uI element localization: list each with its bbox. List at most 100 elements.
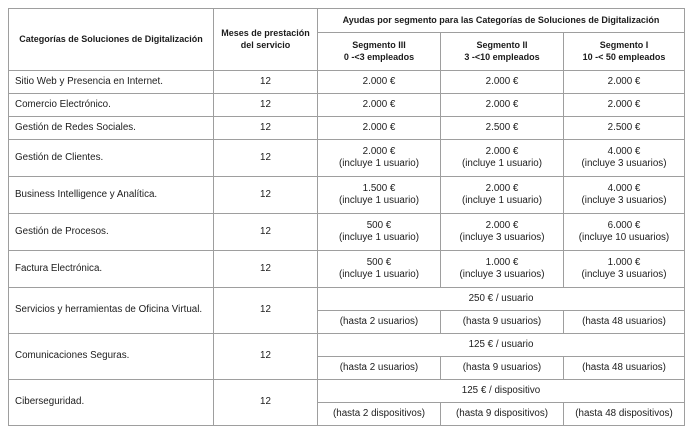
category-cell: Gestión de Clientes. xyxy=(8,139,214,177)
aid-cell: 2.000 € (incluye 1 usuario) xyxy=(440,176,564,214)
header-category: Categorías de Soluciones de Digitalizaci… xyxy=(8,8,214,71)
table-row: Ciberseguridad. 12 125 € / dispositivo xyxy=(8,379,685,426)
table-row: Sitio Web y Presencia en Internet. 12 2.… xyxy=(8,70,685,94)
category-cell: Business Intelligence y Analítica. xyxy=(8,176,214,214)
aid-cell: 6.000 € (incluye 10 usuarios) xyxy=(563,213,685,251)
aid-cell: 500 € (incluye 1 usuario) xyxy=(317,213,441,251)
aid-limit-cell: (hasta 9 dispositivos) xyxy=(440,402,564,426)
segment-name: Segmento I xyxy=(599,40,649,51)
aid-amount: 4.000 € xyxy=(607,182,641,194)
header-row-group: Categorías de Soluciones de Digitalizaci… xyxy=(8,8,685,71)
header-row-segments: Segmento III 0 -<3 empleados Segmento II… xyxy=(9,32,685,71)
aid-amount: 2.000 € xyxy=(485,219,519,231)
table-row: Comunicaciones Seguras. 12 125 € / usuar… xyxy=(8,333,685,380)
aid-cell: 2.000 € (incluye 1 usuario) xyxy=(440,139,564,177)
aid-cell: 500 € (incluye 1 usuario) xyxy=(317,250,441,288)
aid-limit-cell: (hasta 9 usuarios) xyxy=(440,356,564,380)
table-row: Comercio Electrónico. 12 2.000 € 2.000 €… xyxy=(8,93,685,117)
aid-amount: 2.000 € xyxy=(485,182,519,194)
aid-amount: 6.000 € xyxy=(607,219,641,231)
aid-limit-cell: (hasta 2 dispositivos) xyxy=(317,402,441,426)
table-subrow: (hasta 2 usuarios) (hasta 9 usuarios) (h… xyxy=(9,356,685,380)
category-cell: Ciberseguridad. xyxy=(8,379,214,426)
months-cell: 12 xyxy=(213,287,318,334)
aid-amount: 1.000 € xyxy=(485,256,519,268)
table-row: Factura Electrónica. 12 500 € (incluye 1 … xyxy=(8,250,685,288)
table-subrow: (hasta 2 usuarios) (hasta 9 usuarios) (h… xyxy=(9,310,685,334)
category-cell: Comercio Electrónico. xyxy=(8,93,214,117)
aid-amount: 2.000 € xyxy=(485,145,519,157)
segment-range: 3 -<10 empleados xyxy=(464,51,540,62)
aid-note: (incluye 3 usuarios) xyxy=(581,158,667,169)
aid-limit-cell: (hasta 2 usuarios) xyxy=(317,356,441,380)
months-cell: 12 xyxy=(213,213,318,251)
months-cell: 12 xyxy=(213,93,318,117)
category-cell: Sitio Web y Presencia en Internet. xyxy=(8,70,214,94)
aid-cell: 2.000 € xyxy=(440,93,564,117)
aid-limit-cell: (hasta 9 usuarios) xyxy=(440,310,564,334)
aid-amount: 4.000 € xyxy=(607,145,641,157)
aid-amount: 500 € xyxy=(366,219,392,231)
table-subrow: (hasta 2 dispositivos) (hasta 9 disposit… xyxy=(9,402,685,426)
aid-limit-cell: (hasta 48 dispositivos) xyxy=(563,402,685,426)
segment-name: Segmento II xyxy=(476,40,528,51)
aid-cell: 1.000 € (incluye 3 usuarios) xyxy=(563,250,685,288)
months-cell: 12 xyxy=(213,176,318,214)
aid-note: (incluye 3 usuarios) xyxy=(581,195,667,206)
aid-note: (incluye 1 usuario) xyxy=(338,232,420,243)
aid-note: (incluye 1 usuario) xyxy=(461,158,543,169)
table-row: Gestión de Clientes. 12 2.000 € (incluye … xyxy=(8,139,685,177)
aid-cell: 2.500 € xyxy=(563,116,685,140)
aid-limit-cell: (hasta 2 usuarios) xyxy=(317,310,441,334)
aid-cell: 1.500 € (incluye 1 usuario) xyxy=(317,176,441,214)
table-row: Gestión de Redes Sociales. 12 2.000 € 2.… xyxy=(8,116,685,140)
months-cell: 12 xyxy=(213,139,318,177)
aid-price-cell: 125 € / usuario xyxy=(317,333,685,357)
segment-range: 10 -< 50 empleados xyxy=(582,51,666,62)
category-cell: Gestión de Redes Sociales. xyxy=(8,116,214,140)
aid-note: (incluye 3 usuarios) xyxy=(581,269,667,280)
header-segment-2: Segmento II 3 -<10 empleados xyxy=(440,32,564,71)
aid-cell: 2.000 € xyxy=(563,93,685,117)
aid-note: (incluye 10 usuarios) xyxy=(578,232,670,243)
header-segment-3: Segmento III 0 -<3 empleados xyxy=(317,32,441,71)
aid-note: (incluye 1 usuario) xyxy=(338,269,420,280)
aid-note: (incluye 1 usuario) xyxy=(338,158,420,169)
aid-cell: 4.000 € (incluye 3 usuarios) xyxy=(563,139,685,177)
table-row: Business Intelligence y Analítica. 12 1.… xyxy=(8,176,685,214)
aid-cell: 2.000 € xyxy=(440,70,564,94)
aid-cell: 2.000 € xyxy=(317,93,441,117)
aid-cell: 2.000 € xyxy=(317,70,441,94)
category-cell: Servicios y herramientas de Oficina Virt… xyxy=(8,287,214,334)
aid-cell: 4.000 € (incluye 3 usuarios) xyxy=(563,176,685,214)
aid-amount: 500 € xyxy=(366,256,392,268)
table-row: Gestión de Procesos. 12 500 € (incluye 1 … xyxy=(8,213,685,251)
months-cell: 12 xyxy=(213,70,318,94)
aid-cell: 1.000 € (incluye 3 usuarios) xyxy=(440,250,564,288)
aid-limit-cell: (hasta 48 usuarios) xyxy=(563,356,685,380)
table-row: Servicios y herramientas de Oficina Virt… xyxy=(8,287,685,334)
category-cell: Gestión de Procesos. xyxy=(8,213,214,251)
aid-amount: 2.000 € xyxy=(362,145,396,157)
aid-cell: 2.000 € (incluye 3 usuarios) xyxy=(440,213,564,251)
months-cell: 12 xyxy=(213,379,318,426)
aid-note: (incluye 1 usuario) xyxy=(461,195,543,206)
segment-name: Segmento III xyxy=(352,40,406,51)
months-cell: 12 xyxy=(213,250,318,288)
aid-price-cell: 125 € / dispositivo xyxy=(317,379,685,403)
aid-price-cell: 250 € / usuario xyxy=(317,287,685,311)
aid-cell: 2.000 € xyxy=(317,116,441,140)
header-segment-1: Segmento I 10 -< 50 empleados xyxy=(563,32,685,71)
category-cell: Factura Electrónica. xyxy=(8,250,214,288)
category-cell: Comunicaciones Seguras. xyxy=(8,333,214,380)
aid-amount: 1.500 € xyxy=(362,182,396,194)
aid-limit-cell: (hasta 48 usuarios) xyxy=(563,310,685,334)
months-cell: 12 xyxy=(213,116,318,140)
aid-cell: 2.000 € xyxy=(563,70,685,94)
aid-note: (incluye 1 usuario) xyxy=(338,195,420,206)
aid-cell: 2.000 € (incluye 1 usuario) xyxy=(317,139,441,177)
months-cell: 12 xyxy=(213,333,318,380)
segment-range: 0 -<3 empleados xyxy=(343,51,415,62)
aid-amount: 1.000 € xyxy=(607,256,641,268)
aid-cell: 2.500 € xyxy=(440,116,564,140)
